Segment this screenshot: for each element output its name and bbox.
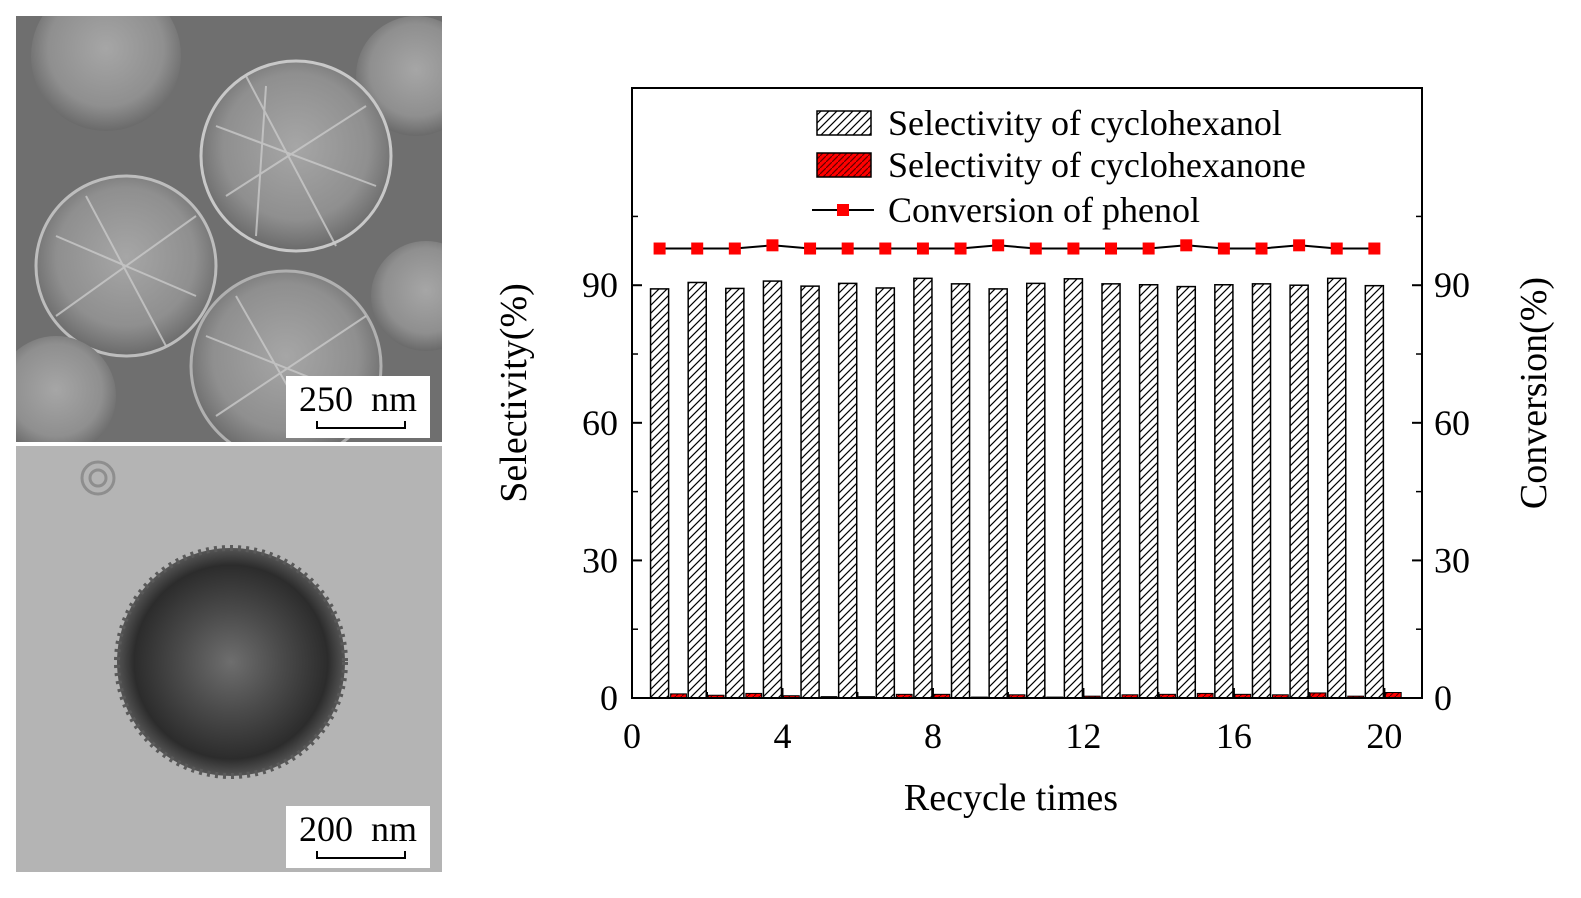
- bar-cyclohexanol: [837, 282, 858, 699]
- y-tick-label: 90: [582, 265, 618, 305]
- point-conversion: [728, 242, 741, 255]
- point-conversion: [879, 242, 892, 255]
- point-conversion: [1180, 239, 1193, 252]
- bar-cyclohexanol: [1251, 283, 1272, 699]
- legend: Selectivity of cyclohexanol Selectivity …: [812, 103, 1306, 230]
- bar-cyclohexanol: [762, 280, 783, 699]
- point-conversion: [1217, 242, 1230, 255]
- point-conversion: [1105, 242, 1118, 255]
- y-tick-label: 0: [600, 678, 618, 718]
- legend-label-conversion: Conversion of phenol: [888, 190, 1200, 230]
- tem-image-panel: 200 nm: [16, 446, 442, 872]
- point-conversion: [691, 242, 704, 255]
- x-axis-label: Recycle times: [904, 777, 1118, 819]
- bar-cyclohexanol: [1026, 282, 1046, 699]
- x-tick-label: 8: [924, 716, 942, 756]
- bar-cyclohexanol: [950, 283, 971, 699]
- y2-tick-label: 0: [1434, 678, 1452, 718]
- bar-cyclohexanol: [875, 287, 896, 699]
- sem-image-panel: 250 nm: [16, 16, 442, 442]
- tem-scale-bar-box: 200 nm: [286, 806, 430, 868]
- point-conversion: [766, 239, 779, 252]
- point-conversion: [992, 239, 1005, 252]
- sem-scale-bar-box: 250 nm: [286, 376, 430, 438]
- legend-label-cyclohexanol: Selectivity of cyclohexanol: [888, 103, 1282, 143]
- line-conversion: [659, 244, 1375, 250]
- bar-cyclohexanol: [1176, 285, 1197, 699]
- legend-swatch-cyclohexanol: [816, 110, 872, 136]
- bar-cyclohexanol: [988, 288, 1008, 699]
- tem-scale-bar: [316, 851, 406, 859]
- bar-cyclohexanol: [1101, 283, 1121, 699]
- sem-scale-bar: [316, 421, 406, 429]
- bar-cyclohexanol: [913, 277, 933, 699]
- plot-area: [649, 239, 1402, 699]
- legend-label-cyclohexanone: Selectivity of cyclohexanone: [888, 145, 1306, 185]
- tem-micrograph: [16, 446, 442, 872]
- y2-axis-label: Conversion(%): [1513, 277, 1555, 509]
- point-conversion: [1293, 239, 1306, 252]
- bar-cyclohexanol: [649, 288, 670, 699]
- x-tick-label: 0: [623, 716, 641, 756]
- y-axis-label: Selectivity(%): [493, 283, 535, 502]
- bar-cyclohexanol: [1364, 284, 1385, 699]
- bar-cyclohexanol: [687, 281, 707, 699]
- x-tick-label: 12: [1065, 716, 1101, 756]
- point-conversion: [954, 242, 967, 255]
- bar-cyclohexanol: [1063, 278, 1084, 699]
- point-conversion: [1067, 242, 1080, 255]
- y2-tick-label: 90: [1434, 265, 1470, 305]
- point-conversion: [1029, 242, 1042, 255]
- y-tick-label: 60: [582, 403, 618, 443]
- point-conversion: [1255, 242, 1268, 255]
- point-conversion: [841, 242, 854, 255]
- point-conversion: [653, 242, 666, 255]
- x-tick-label: 16: [1216, 716, 1252, 756]
- bar-cyclohexanol: [1326, 277, 1347, 699]
- y2-tick-label: 30: [1434, 540, 1470, 580]
- point-conversion: [916, 242, 929, 255]
- point-conversion: [1142, 242, 1155, 255]
- point-conversion: [804, 242, 817, 255]
- sem-scale-label: 250 nm: [298, 379, 417, 419]
- x-tick-label: 20: [1366, 716, 1402, 756]
- x-tick-label: 4: [773, 716, 791, 756]
- bar-cyclohexanol: [1289, 284, 1309, 699]
- recycle-chart: Selectivity of cyclohexanol Selectivity …: [493, 87, 1555, 819]
- bar-cyclohexanol: [800, 285, 820, 699]
- point-conversion: [1330, 242, 1343, 255]
- legend-marker-conversion: [837, 204, 849, 216]
- bar-cyclohexanol: [1214, 284, 1234, 699]
- bar-cyclohexanol: [725, 287, 745, 699]
- point-conversion: [1368, 242, 1381, 255]
- plot-frame: [631, 87, 1423, 699]
- tem-scale-label: 200 nm: [298, 809, 417, 849]
- legend-swatch-cyclohexanone: [816, 152, 872, 178]
- y-tick-label: 30: [582, 540, 618, 580]
- y2-tick-label: 60: [1434, 403, 1470, 443]
- bar-cyclohexanol: [1138, 284, 1159, 699]
